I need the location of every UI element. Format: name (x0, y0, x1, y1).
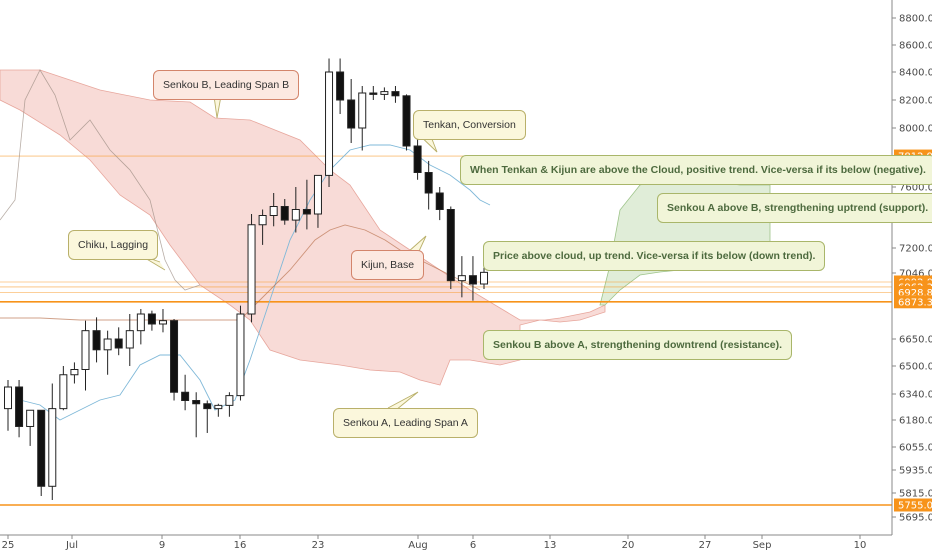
candle-body (480, 271, 489, 285)
candle-body (70, 369, 79, 376)
candle-body (203, 403, 212, 410)
y-tick-label: 8400.0 (899, 68, 932, 79)
candle-body (325, 71, 334, 176)
candle-body (236, 313, 245, 397)
candle-body (336, 71, 345, 101)
candle-body (192, 400, 201, 405)
candle-body (468, 275, 477, 285)
senkou-b-pointer (213, 95, 222, 119)
candle-body (59, 374, 68, 410)
y-tick-label: 6055.0 (899, 443, 932, 454)
y-tick-label: 7046.0 (899, 269, 932, 280)
tenkan-line (19, 144, 491, 421)
candle-body (225, 395, 234, 406)
price-label-text: 5755.0 (898, 501, 932, 512)
y-tick-label: 5815.0 (899, 489, 932, 500)
y-tick-label: 6650.0 (899, 335, 932, 346)
candle-body (37, 409, 46, 487)
y-tick-label: 8800.0 (899, 14, 932, 25)
candle-body (103, 338, 112, 351)
price-label-box (894, 295, 932, 309)
annotation-senkou-a-b: Senkou A above B, strengthening uptrend … (657, 193, 932, 223)
candle-body (125, 330, 134, 349)
candle-body (358, 92, 367, 129)
candle-body (170, 320, 179, 393)
candle-body (402, 95, 411, 147)
candle-body (380, 91, 389, 95)
x-tick-label: 25 (2, 540, 15, 550)
candle-body (280, 206, 289, 221)
annotation-senkou-b: Senkou B, Leading Span B (153, 70, 300, 100)
candle-body (81, 330, 90, 370)
candle-body (4, 386, 12, 410)
x-tick-label: 13 (544, 540, 557, 550)
candle-body (147, 313, 156, 325)
x-tick-label: 6 (470, 540, 476, 550)
x-tick-label: 23 (312, 540, 325, 550)
candle-body (181, 391, 190, 401)
x-tick-label: Jul (65, 540, 78, 550)
candle-body (92, 330, 101, 351)
y-tick-label: 6340.0 (899, 390, 932, 401)
x-tick-label: 16 (234, 540, 247, 550)
candle-body (269, 206, 278, 216)
candle-body (214, 404, 223, 410)
annotation-trend: When Tenkan & Kijun are above the Cloud,… (460, 155, 932, 185)
candle-body (424, 172, 433, 194)
x-tick-label: Aug (408, 540, 428, 550)
y-tick-label: 5695.0 (899, 513, 932, 524)
candle-body (457, 275, 466, 282)
annotation-senkou-a: Senkou A, Leading Span A (333, 408, 478, 438)
candle-body (136, 313, 145, 332)
candle-body (26, 409, 35, 427)
y-tick-label: 8200.0 (899, 96, 932, 107)
x-tick-label: 27 (699, 540, 712, 550)
y-tick-label: 5935.0 (899, 466, 932, 477)
y-tick-label: 8000.0 (899, 124, 932, 135)
candle-body (258, 215, 267, 226)
candle-body (247, 224, 256, 315)
x-tick-label: 20 (622, 540, 635, 550)
price-label-text: 6928.8 (898, 288, 932, 299)
candle-body (302, 209, 311, 215)
y-tick-label: 8600.0 (899, 41, 932, 52)
candle-body (15, 386, 24, 427)
price-label-text: 6873.3 (898, 297, 932, 308)
candles (4, 58, 489, 500)
y-tick-label: 7600.0 (899, 183, 932, 194)
candle-body (413, 145, 422, 173)
y-tick-label: 6180.0 (899, 416, 932, 427)
price-label-box (894, 498, 932, 512)
y-tick-label: 7200.0 (899, 244, 932, 255)
candle-body (435, 192, 444, 210)
annotation-price-cloud: Price above cloud, up trend. Vice-versa … (483, 241, 826, 271)
y-tick-label: 6500.0 (899, 362, 932, 373)
x-tick-label: 9 (159, 540, 165, 550)
candle-body (391, 91, 400, 97)
annotation-kijun: Kijun, Base (351, 250, 425, 280)
x-tick-label: 10 (854, 540, 867, 550)
senkou-a-pointer (387, 391, 419, 411)
annotation-tenkan: Tenkan, Conversion (413, 110, 526, 140)
x-tick-label: Sep (753, 540, 772, 550)
candle-body (347, 99, 356, 129)
candle-body (446, 209, 455, 282)
candle-body (48, 408, 57, 487)
candle-body (313, 174, 322, 215)
candle-body (291, 209, 300, 221)
candle-body (369, 92, 378, 95)
candle-body (158, 320, 167, 325)
annotation-chiku: Chiku, Lagging (68, 230, 159, 260)
candle-body (114, 338, 123, 349)
chiku-line (0, 69, 201, 291)
annotation-senkou-b-a: Senkou B above A, strengthening downtren… (483, 330, 792, 360)
